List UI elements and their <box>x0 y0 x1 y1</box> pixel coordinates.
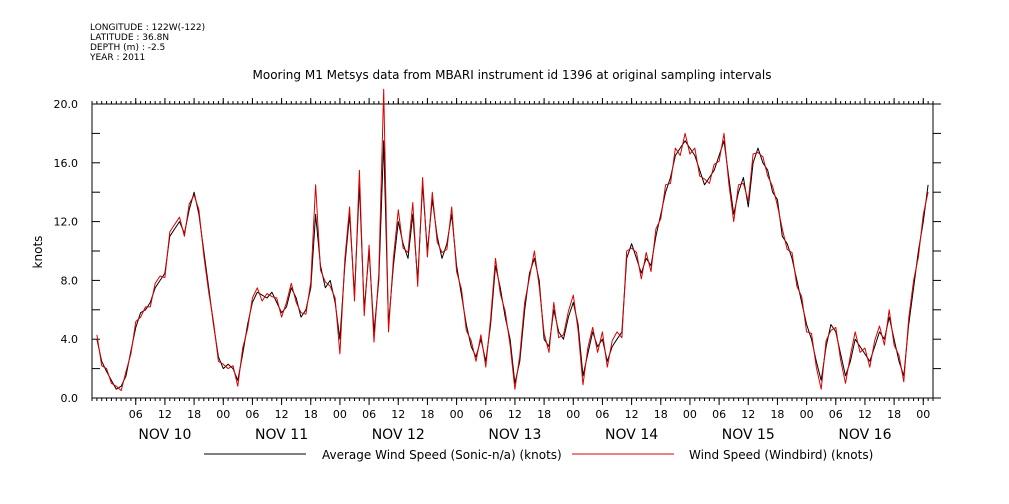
series-line-windbird-wind-speed <box>96 88 929 392</box>
meta-depth: DEPTH (m) : -2.5 <box>90 43 165 53</box>
x-tick-label: 18 <box>187 408 201 421</box>
meta-year: YEAR : 2011 <box>89 53 145 63</box>
x-tick-label: 18 <box>420 408 434 421</box>
x-day-label: NOV 12 <box>372 427 425 443</box>
x-day-label: NOV 10 <box>138 427 191 443</box>
x-tick-label: 00 <box>800 408 814 421</box>
x-tick-label: 18 <box>770 408 784 421</box>
x-tick-label: 00 <box>916 408 930 421</box>
y-tick-label: 16.0 <box>54 157 79 170</box>
plot-axes: 06 12 18 00 06 12 18 00 06 12 18 00 06 12 18 00 06 12 18 00… <box>54 98 941 443</box>
x-tick-label: 12 <box>741 408 755 421</box>
y-axis-label: knots <box>31 236 45 269</box>
x-tick-label: 00 <box>683 408 697 421</box>
y-tick-label: 20.0 <box>54 98 79 111</box>
y-tick-label: 12.0 <box>54 216 79 229</box>
x-tick-label: 18 <box>887 408 901 421</box>
y-tick-label: 0.0 <box>61 392 79 405</box>
legend-average-wind-speed: Average Wind Speed (Sonic-n/a) (knots) <box>322 448 562 462</box>
x-day-label: NOV 15 <box>722 427 775 443</box>
x-tick-label: 12 <box>625 408 639 421</box>
y-tick-label: 4.0 <box>61 333 79 346</box>
x-tick-label: 12 <box>858 408 872 421</box>
x-tick-label: 06 <box>829 408 843 421</box>
x-tick-label: 00 <box>333 408 347 421</box>
x-tick-label: 00 <box>566 408 580 421</box>
x-tick-label: 06 <box>245 408 259 421</box>
x-day-label: NOV 16 <box>838 427 891 443</box>
x-tick-label: 06 <box>479 408 493 421</box>
meta-longitude: LONGITUDE : 122W(-122) <box>90 23 205 33</box>
x-tick-label: 18 <box>537 408 551 421</box>
x-tick-label: 12 <box>508 408 522 421</box>
meta-latitude: LATITUDE : 36.8N <box>90 33 169 43</box>
x-day-label: NOV 13 <box>488 427 541 443</box>
x-tick-label: 12 <box>158 408 172 421</box>
x-tick-label: 18 <box>654 408 668 421</box>
series-line-average-wind-speed <box>96 140 929 390</box>
x-day-label: NOV 11 <box>255 427 308 443</box>
x-tick-label: 12 <box>275 408 289 421</box>
x-tick-label: 06 <box>712 408 726 421</box>
x-tick-label: 18 <box>304 408 318 421</box>
x-tick-label: 06 <box>595 408 609 421</box>
x-tick-label: 00 <box>216 408 230 421</box>
x-day-label: NOV 14 <box>605 427 658 443</box>
legend-windbird-wind-speed: Wind Speed (Windbird) (knots) <box>689 448 873 462</box>
x-tick-label: 06 <box>362 408 376 421</box>
chart-title: Mooring M1 Metsys data from MBARI instru… <box>253 68 772 82</box>
x-tick-label: 00 <box>450 408 464 421</box>
series-layer <box>96 88 929 392</box>
y-tick-label: 8.0 <box>61 274 79 287</box>
x-tick-label: 06 <box>129 408 143 421</box>
x-tick-label: 12 <box>391 408 405 421</box>
